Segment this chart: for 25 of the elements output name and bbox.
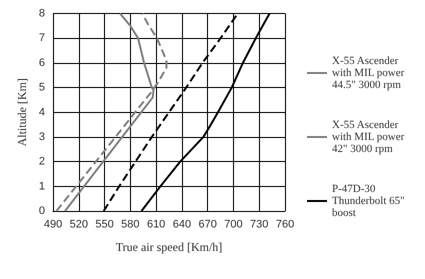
x-tick-label: 640 [172,218,192,230]
line-series [55,12,168,212]
y-tick-label: 8 [38,8,46,20]
x-tick-label: 520 [70,218,88,230]
x-axis-title: True air speed [Km/h] [116,240,222,254]
x-tick-label: 730 [250,218,268,230]
x-tick-label: 490 [44,218,62,230]
x-tick-label: 610 [146,218,166,230]
x-tick-label: 700 [224,218,243,230]
x-tick-label: 580 [121,218,140,230]
legend-label: X-55 Ascender with MIL power 44.5" 3000 rpm [332,55,408,91]
legend-label: X-55 Ascender with MIL power 42" 3000 rpm [332,119,408,155]
y-tick-label: 4 [38,106,46,118]
y-tick-label: 3 [38,130,46,143]
x-tick-label: 550 [95,218,114,230]
legend-label: P-47D-30 Thunderbolt 65" boost [332,183,408,219]
y-axis-title: Altitude [Km] [15,78,29,146]
y-tick-label: 6 [38,56,46,69]
y-tick-label: 7 [38,32,46,44]
y-tick-label: 2 [38,156,46,168]
x-tick-label: 670 [198,218,217,230]
y-tick-label: 5 [38,82,46,94]
x-tick-label: 760 [276,218,294,230]
y-tick-label: 1 [38,180,46,192]
y-tick-label: 0 [38,205,46,217]
